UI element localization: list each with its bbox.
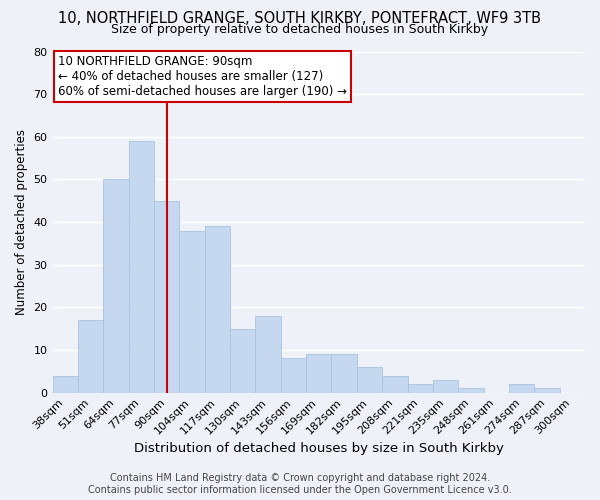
Bar xyxy=(53,376,78,392)
Bar xyxy=(306,354,331,393)
Bar xyxy=(179,230,205,392)
Text: Contains HM Land Registry data © Crown copyright and database right 2024.
Contai: Contains HM Land Registry data © Crown c… xyxy=(88,474,512,495)
Bar xyxy=(205,226,230,392)
Bar xyxy=(407,384,433,392)
Bar xyxy=(154,200,179,392)
Bar xyxy=(382,376,407,392)
Bar xyxy=(103,180,128,392)
X-axis label: Distribution of detached houses by size in South Kirkby: Distribution of detached houses by size … xyxy=(134,442,504,455)
Bar xyxy=(230,328,256,392)
Bar xyxy=(331,354,357,393)
Bar xyxy=(78,320,103,392)
Bar xyxy=(509,384,534,392)
Bar xyxy=(281,358,306,392)
Text: 10, NORTHFIELD GRANGE, SOUTH KIRKBY, PONTEFRACT, WF9 3TB: 10, NORTHFIELD GRANGE, SOUTH KIRKBY, PON… xyxy=(59,11,542,26)
Bar xyxy=(357,367,382,392)
Bar xyxy=(433,380,458,392)
Bar xyxy=(256,316,281,392)
Text: Size of property relative to detached houses in South Kirkby: Size of property relative to detached ho… xyxy=(112,22,488,36)
Bar xyxy=(128,141,154,393)
Bar xyxy=(458,388,484,392)
Text: 10 NORTHFIELD GRANGE: 90sqm
← 40% of detached houses are smaller (127)
60% of se: 10 NORTHFIELD GRANGE: 90sqm ← 40% of det… xyxy=(58,55,347,98)
Y-axis label: Number of detached properties: Number of detached properties xyxy=(15,129,28,315)
Bar xyxy=(534,388,560,392)
